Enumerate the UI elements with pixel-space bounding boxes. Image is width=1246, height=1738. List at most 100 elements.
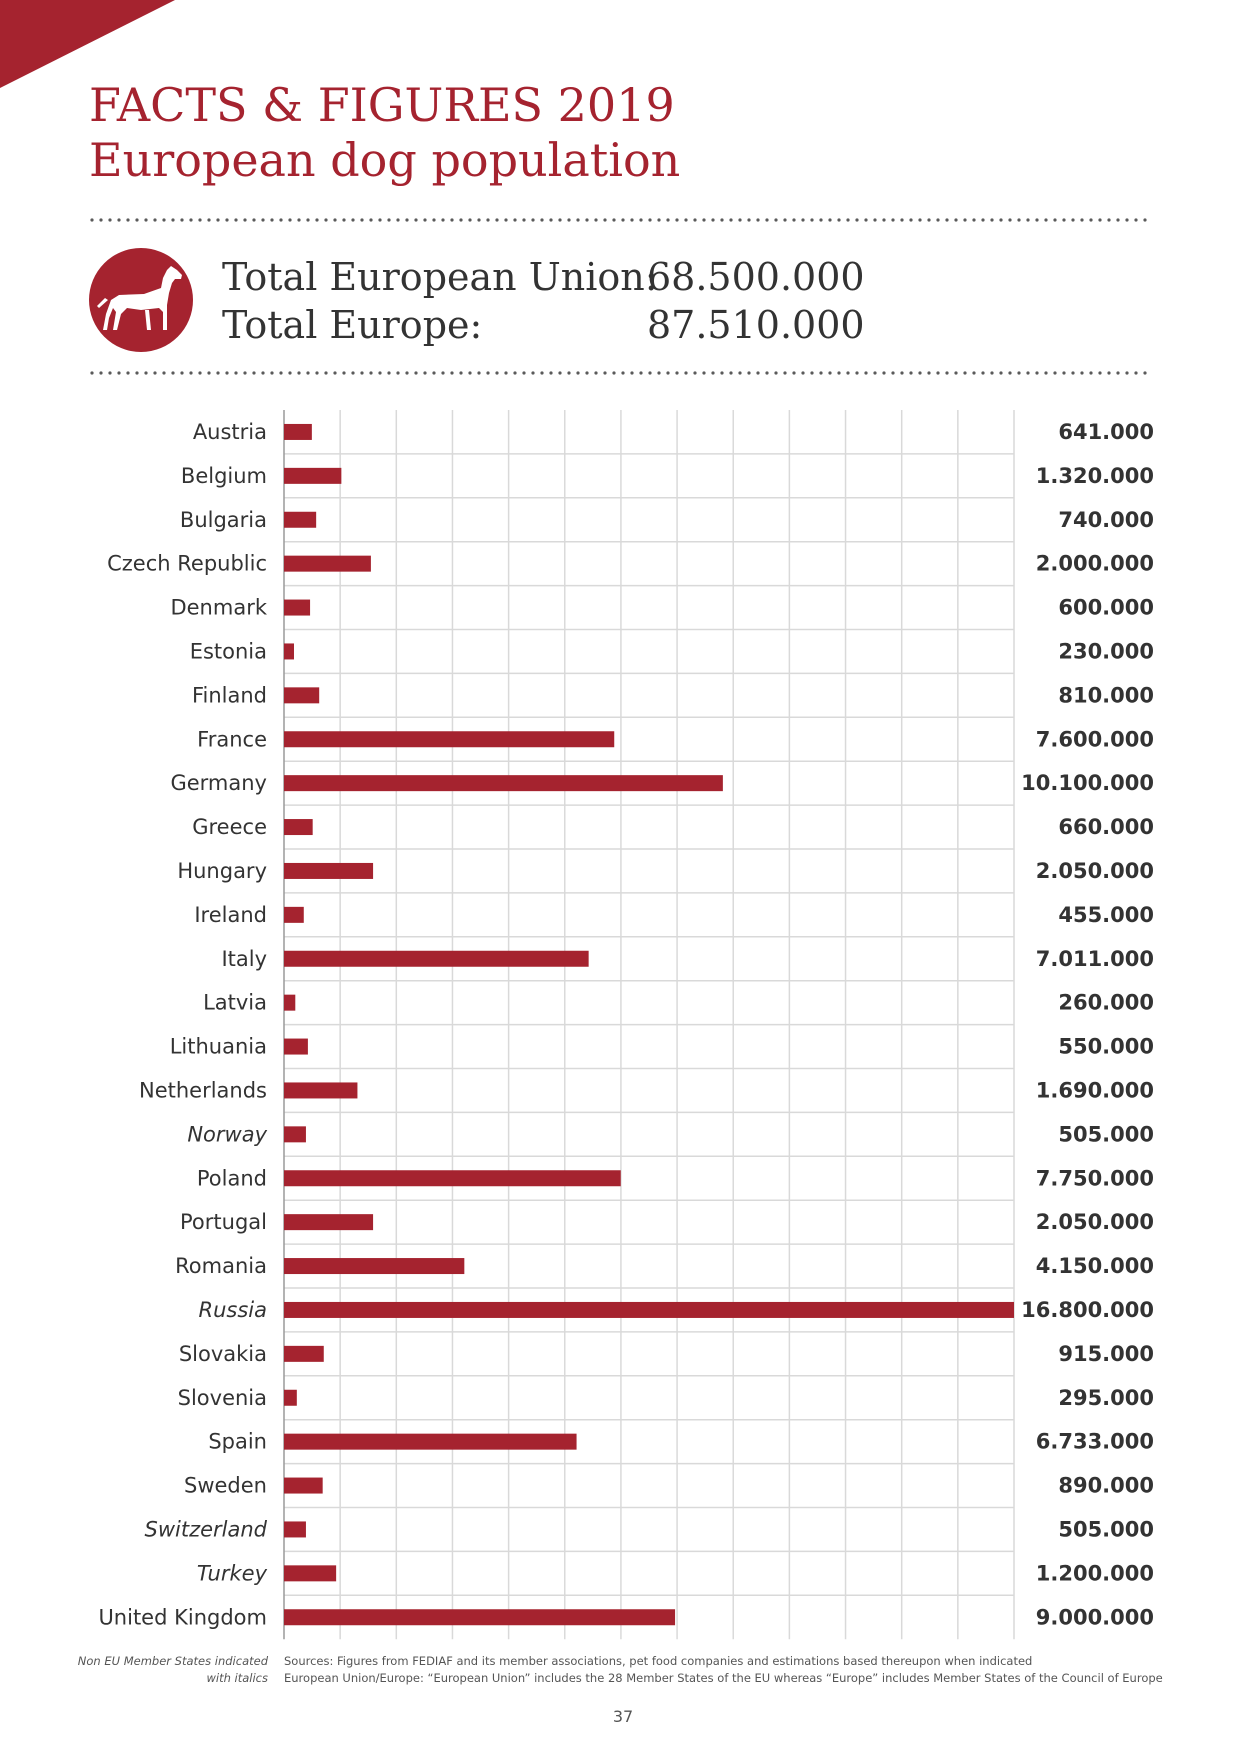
chart-labels: Austria 641.000 Belgium 1.320.000 Bulgaria 74…	[98, 420, 1154, 1629]
value-label: 1.690.000	[1036, 1078, 1154, 1102]
category-label: Germany	[170, 771, 267, 795]
category-label: Finland	[192, 683, 267, 707]
category-label: Netherlands	[139, 1078, 267, 1102]
value-label: 600.000	[1058, 596, 1154, 620]
category-label: Hungary	[177, 859, 267, 883]
category-label: Slovenia	[178, 1386, 267, 1410]
value-label: 7.750.000	[1036, 1166, 1154, 1190]
category-label: Sweden	[184, 1474, 267, 1498]
value-label: 660.000	[1058, 815, 1154, 839]
category-label: Latvia	[203, 991, 267, 1015]
bar-united-kingdom	[284, 1609, 676, 1626]
bar-switzerland	[284, 1521, 306, 1538]
category-label: Greece	[192, 815, 267, 839]
dog-icon	[89, 248, 193, 352]
dotted-divider-bottom	[90, 371, 1152, 375]
category-label: Switzerland	[145, 1517, 268, 1541]
bar-sweden	[284, 1477, 323, 1494]
value-label: 1.320.000	[1036, 464, 1154, 488]
bar-netherlands	[284, 1082, 358, 1099]
bar-norway	[284, 1126, 306, 1143]
value-label: 7.600.000	[1036, 727, 1154, 751]
value-label: 2.050.000	[1036, 859, 1154, 883]
value-label: 230.000	[1058, 639, 1154, 663]
value-label: 6.733.000	[1036, 1430, 1154, 1454]
bar-ireland	[284, 906, 304, 923]
total-europe-value: 87.510.000	[647, 303, 865, 347]
bar-hungary	[284, 862, 374, 879]
sources-footnote-line-2: European Union/Europe: “European Union” …	[284, 1671, 1163, 1685]
bar-finland	[284, 687, 320, 704]
bar-slovenia	[284, 1389, 297, 1406]
value-label: 915.000	[1058, 1342, 1154, 1366]
bar-lithuania	[284, 1038, 308, 1055]
category-label: Romania	[175, 1254, 267, 1278]
sources-footnote: Sources: Figures from FEDIAF and its mem…	[284, 1653, 1164, 1687]
category-label: Lithuania	[170, 1035, 267, 1059]
italics-footnote: Non EU Member States indicated with ital…	[40, 1653, 268, 1687]
value-label: 890.000	[1058, 1474, 1154, 1498]
bar-germany	[284, 775, 723, 792]
category-label: Denmark	[170, 596, 267, 620]
value-label: 505.000	[1058, 1517, 1154, 1541]
bar-austria	[284, 423, 312, 440]
category-label: Russia	[199, 1298, 268, 1322]
bar-estonia	[284, 643, 294, 660]
category-label: Norway	[187, 1122, 267, 1146]
value-label: 7.011.000	[1036, 947, 1154, 971]
corner-decoration	[0, 0, 175, 88]
value-label: 641.000	[1058, 420, 1154, 444]
title-line-2: European dog population	[89, 133, 681, 187]
bar-france	[284, 731, 615, 748]
value-label: 10.100.000	[1021, 771, 1154, 795]
value-label: 9.000.000	[1036, 1605, 1154, 1629]
bar-spain	[284, 1433, 577, 1450]
bar-romania	[284, 1258, 465, 1275]
bar-bulgaria	[284, 511, 317, 528]
value-label: 2.050.000	[1036, 1210, 1154, 1234]
value-label: 2.000.000	[1036, 552, 1154, 576]
total-eu-label: Total European Union:	[222, 255, 658, 299]
bar-belgium	[284, 467, 342, 484]
value-label: 1.200.000	[1036, 1561, 1154, 1585]
category-label: France	[197, 727, 267, 751]
bar-italy	[284, 950, 589, 967]
total-eu-row: Total European Union: 68.500.000	[222, 253, 865, 301]
category-label: Slovakia	[179, 1342, 267, 1366]
category-label: Turkey	[197, 1561, 268, 1585]
category-label: Czech Republic	[107, 552, 267, 576]
category-label: Poland	[197, 1166, 267, 1190]
bar-poland	[284, 1170, 621, 1187]
sources-footnote-line-1: Sources: Figures from FEDIAF and its mem…	[284, 1654, 1033, 1668]
total-europe-row: Total Europe: 87.510.000	[222, 301, 865, 349]
category-label: Spain	[208, 1430, 267, 1454]
category-label: Belgium	[181, 464, 267, 488]
bar-czech-republic	[284, 555, 371, 572]
totals-block: Total European Union: 68.500.000 Total E…	[222, 253, 865, 349]
bar-turkey	[284, 1565, 337, 1582]
value-label: 550.000	[1058, 1035, 1154, 1059]
bar-slovakia	[284, 1345, 324, 1362]
dog-population-bar-chart: Austria 641.000 Belgium 1.320.000 Bulgaria 74…	[98, 410, 1154, 1640]
category-label: Ireland	[194, 903, 267, 927]
value-label: 505.000	[1058, 1122, 1154, 1146]
bar-latvia	[284, 994, 296, 1011]
category-label: United Kingdom	[98, 1605, 267, 1629]
italics-footnote-line-2: with italics	[206, 1671, 268, 1685]
value-label: 295.000	[1058, 1386, 1154, 1410]
total-eu-value: 68.500.000	[647, 255, 865, 299]
value-label: 810.000	[1058, 683, 1154, 707]
category-label: Bulgaria	[180, 508, 267, 532]
bar-russia	[284, 1301, 1014, 1318]
italics-footnote-line-1: Non EU Member States indicated	[77, 1654, 268, 1668]
value-label: 260.000	[1058, 991, 1154, 1015]
bar-portugal	[284, 1214, 374, 1231]
category-label: Portugal	[180, 1210, 267, 1234]
bar-greece	[284, 819, 313, 836]
value-label: 455.000	[1058, 903, 1154, 927]
category-label: Estonia	[190, 639, 267, 663]
chart-bars	[284, 423, 1014, 1626]
dotted-divider-top	[90, 218, 1152, 222]
page-title: FACTS & FIGURES 2019 European dog popula…	[89, 78, 680, 188]
bar-denmark	[284, 599, 311, 616]
